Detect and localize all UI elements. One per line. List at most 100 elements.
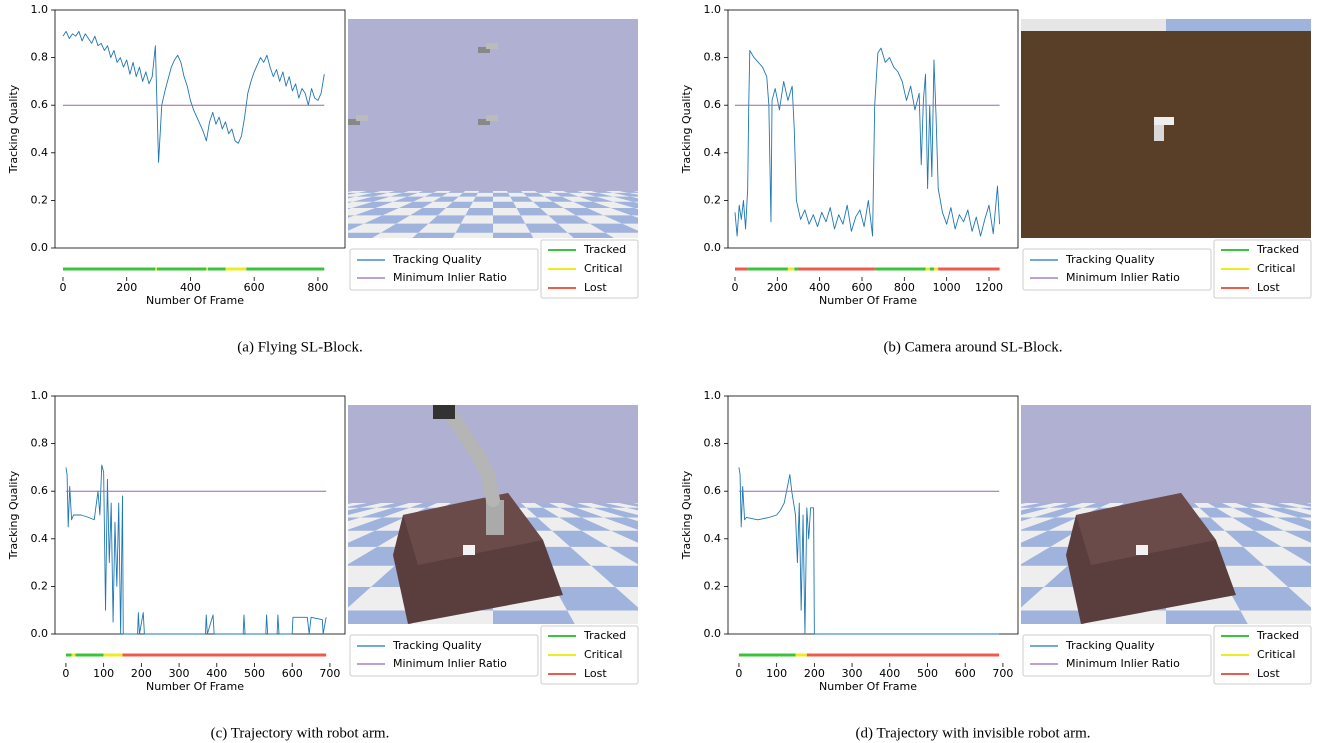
x-axis-label: Number Of Frame (146, 294, 244, 307)
tile (647, 191, 673, 193)
tile (348, 530, 405, 547)
x-tick-label: 300 (169, 667, 190, 680)
x-tick-label: 0 (731, 281, 738, 294)
scene-image (348, 19, 681, 238)
tile (390, 192, 418, 197)
tile (355, 192, 388, 197)
top-strip (1166, 19, 1311, 31)
status-segment (798, 267, 875, 271)
legend-label: Minimum Inlier Ratio (1066, 271, 1180, 284)
x-tick-label: 800 (894, 281, 915, 294)
x-tick-label: 600 (955, 667, 976, 680)
tile (591, 503, 627, 508)
status-segment (933, 267, 939, 271)
table-top (1076, 493, 1216, 565)
tile (447, 191, 465, 193)
tile (525, 223, 568, 233)
x-tick-label: 400 (879, 667, 900, 680)
y-axis-label: Tracking Quality (680, 84, 693, 174)
legend-box (1213, 625, 1312, 685)
y-tick-label: 0.8 (704, 51, 722, 64)
tile (1049, 503, 1082, 508)
tile (348, 208, 352, 210)
status-segment (206, 267, 208, 271)
legend-label: Minimum Inlier Ratio (393, 271, 507, 284)
tile (1225, 530, 1282, 547)
legend-label: Critical (584, 648, 622, 661)
y-tick-label: 0.4 (704, 146, 722, 159)
status-segment (734, 267, 748, 271)
status-segment (62, 267, 156, 271)
wall (1021, 19, 1311, 238)
status-segment (156, 267, 207, 271)
block (1154, 117, 1174, 125)
tile (589, 223, 638, 233)
tile (493, 192, 511, 197)
y-tick-label: 0.4 (31, 146, 49, 159)
legend-label: Lost (584, 667, 607, 680)
x-tick-label: 0 (735, 667, 742, 680)
legend-box (1022, 634, 1212, 677)
tile (1208, 503, 1233, 508)
tile (493, 610, 575, 624)
y-tick-label: 0.6 (704, 98, 722, 111)
status-segment (787, 267, 795, 271)
tile (360, 507, 410, 518)
tile (493, 215, 526, 224)
tile (1021, 517, 1034, 522)
tile (523, 192, 545, 197)
tile (660, 508, 736, 518)
x-tick-label: 200 (767, 281, 788, 294)
tile (593, 507, 638, 518)
tile (535, 503, 560, 508)
plot-area (54, 9, 346, 249)
tile (1021, 586, 1044, 608)
plot-area (727, 395, 1019, 635)
block (1154, 117, 1164, 141)
tile (643, 193, 681, 197)
x-axis-label: Number Of Frame (146, 680, 244, 693)
tile (351, 201, 393, 209)
legend-label: Tracking Quality (1065, 253, 1155, 266)
status-segment (71, 653, 76, 657)
tile (1021, 530, 1078, 547)
x-tick-label: 500 (917, 667, 938, 680)
y-tick-label: 0.4 (31, 532, 49, 545)
scene-image (1021, 405, 1311, 624)
x-tick-label: 1000 (933, 281, 961, 294)
y-tick-label: 0.8 (31, 437, 49, 450)
x-tick-label: 300 (842, 667, 863, 680)
legend-box (540, 239, 639, 299)
tile (348, 586, 371, 608)
status-segment (929, 267, 934, 271)
tile (1033, 507, 1083, 518)
plot-area (54, 395, 346, 635)
tile (1082, 503, 1110, 508)
tile (552, 530, 609, 547)
y-tick-label: 0.4 (704, 532, 722, 545)
block (486, 115, 498, 121)
object (463, 545, 475, 555)
tile (455, 223, 493, 233)
tile (465, 208, 493, 216)
block (478, 119, 490, 125)
tile (567, 232, 614, 238)
x-tick-label: 400 (206, 667, 227, 680)
x-tick-label: 0 (62, 667, 69, 680)
tile (548, 215, 590, 224)
y-tick-label: 0.0 (704, 627, 722, 640)
tile (563, 208, 604, 216)
tile (516, 208, 549, 216)
legend-label: Critical (584, 262, 622, 275)
x-tick-label: 200 (804, 667, 825, 680)
y-tick-label: 1.0 (704, 389, 722, 402)
legend-label: Tracked (1256, 629, 1299, 642)
tile (1281, 546, 1311, 565)
tile (477, 191, 493, 193)
scene-image (1021, 19, 1311, 238)
x-tick-label: 200 (131, 667, 152, 680)
caption: (c) Trajectory with robot arm. (211, 725, 390, 741)
top-strip (1021, 19, 1166, 31)
tile (533, 201, 564, 209)
x-tick-label: 400 (180, 281, 201, 294)
